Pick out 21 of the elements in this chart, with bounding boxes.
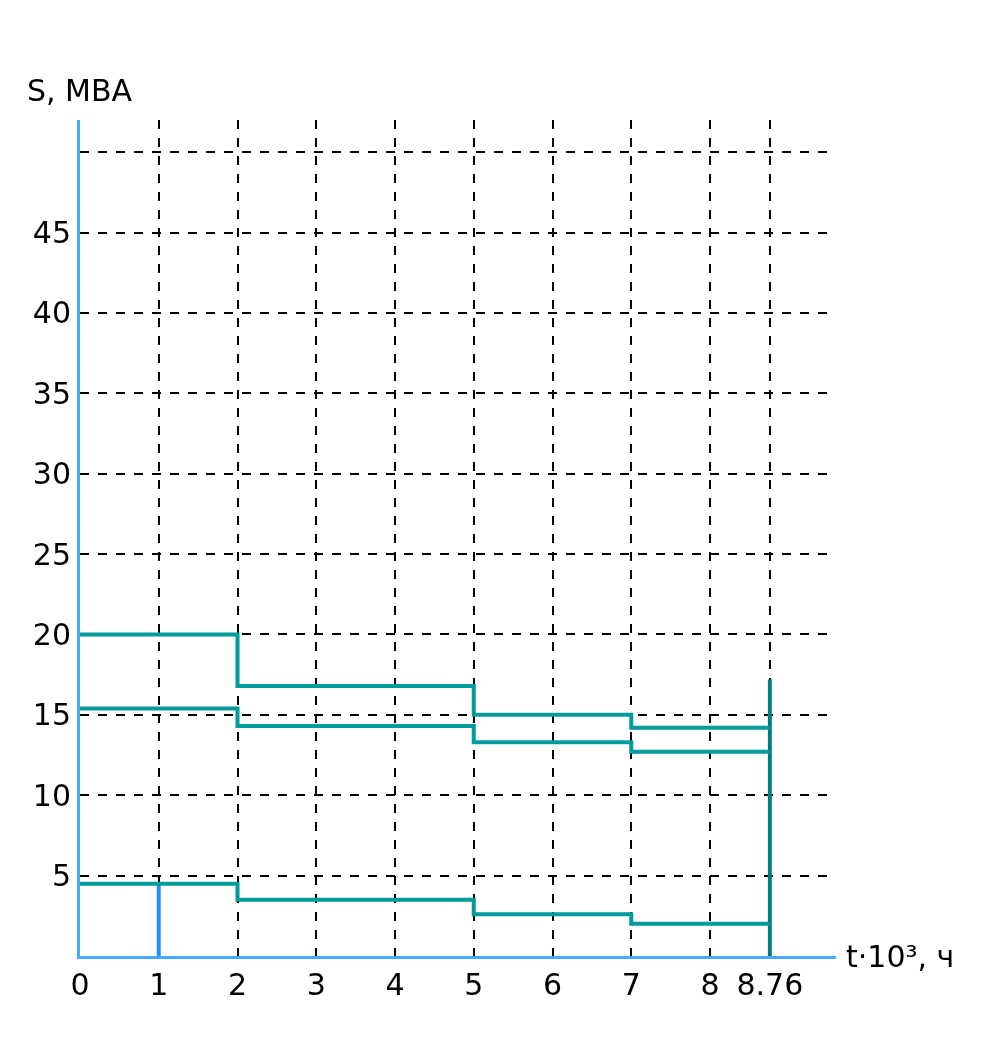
x-tick-label: 8 <box>700 967 720 1002</box>
x-tick-label: 3 <box>306 967 326 1002</box>
x-axis-title: t·10³, ч <box>846 939 955 974</box>
y-tick-label: 20 <box>32 616 71 652</box>
y-tick-label: 40 <box>32 295 71 331</box>
y-tick-label: 25 <box>32 536 71 572</box>
x-tick-label: 8.76 <box>736 967 804 1002</box>
x-tick-label: 6 <box>542 967 563 1002</box>
y-tick-label: 45 <box>32 215 71 251</box>
y-tick-label: 15 <box>32 697 71 733</box>
x-tick-label: 1 <box>149 967 169 1002</box>
y-tick-label: 10 <box>32 777 71 813</box>
x-tick-label: 5 <box>464 967 484 1002</box>
y-tick-label: 5 <box>51 858 71 894</box>
y-axis-title: S, МВА <box>27 73 133 108</box>
y-tick-label: 30 <box>32 456 71 492</box>
x-tick-label: 4 <box>385 967 405 1002</box>
y-tick-label: 35 <box>32 375 71 411</box>
x-tick-label: 0 <box>70 967 90 1002</box>
x-tick-label: 2 <box>227 967 248 1002</box>
x-tick-label: 7 <box>621 967 641 1002</box>
